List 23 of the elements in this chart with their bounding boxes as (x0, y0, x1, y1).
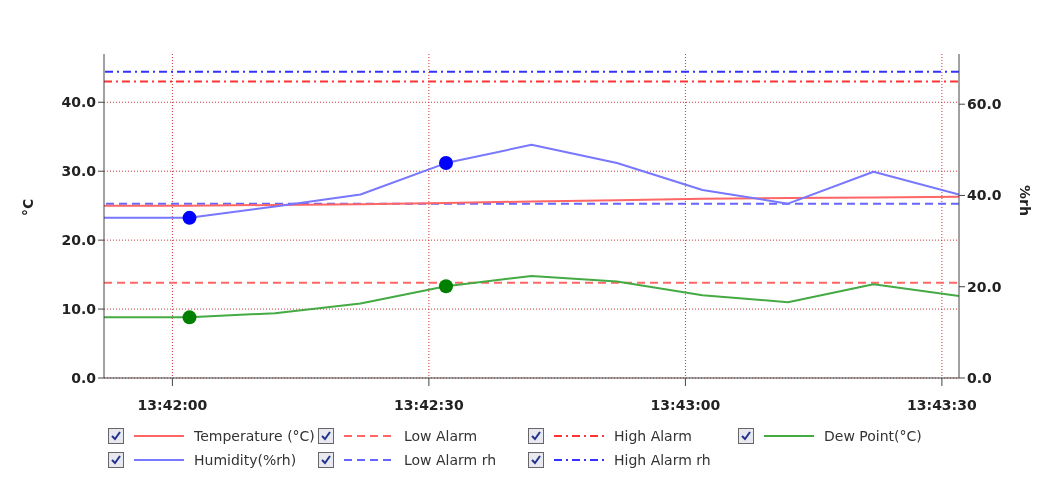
y2-tick-label: 0.0 (967, 369, 993, 386)
x-tick-label: 13:42:30 (394, 396, 464, 413)
y2-tick-label: 20.0 (967, 278, 1002, 295)
y-axis-title: °C (19, 198, 36, 216)
legend-label: High Alarm (614, 428, 692, 444)
legend-label: Low Alarm rh (404, 452, 497, 468)
y-tick-label: 0.0 (71, 369, 97, 386)
line-series (104, 195, 959, 207)
legend-label: Temperature (°C) (194, 428, 315, 444)
y-tick-label: 30.0 (61, 163, 97, 180)
y2-tick-label: 40.0 (967, 187, 1002, 204)
y-tick-label: 10.0 (61, 301, 97, 318)
x-tick-label: 13:42:00 (137, 396, 208, 413)
legend-label: Low Alarm (404, 428, 478, 444)
y-tick-label: 20.0 (61, 232, 97, 249)
x-tick-label: 13:43:00 (650, 396, 721, 413)
y-tick-label: 40.0 (61, 94, 97, 111)
legend-label: Humidity(%rh) (194, 452, 297, 468)
y2-axis-title: %rh (1017, 185, 1034, 216)
y2-tick-label: 60.0 (967, 96, 1002, 113)
legend-label: Dew Point(°C) (824, 428, 922, 444)
legend-label: High Alarm rh (614, 452, 711, 468)
x-tick-label: 13:43:30 (907, 396, 977, 413)
